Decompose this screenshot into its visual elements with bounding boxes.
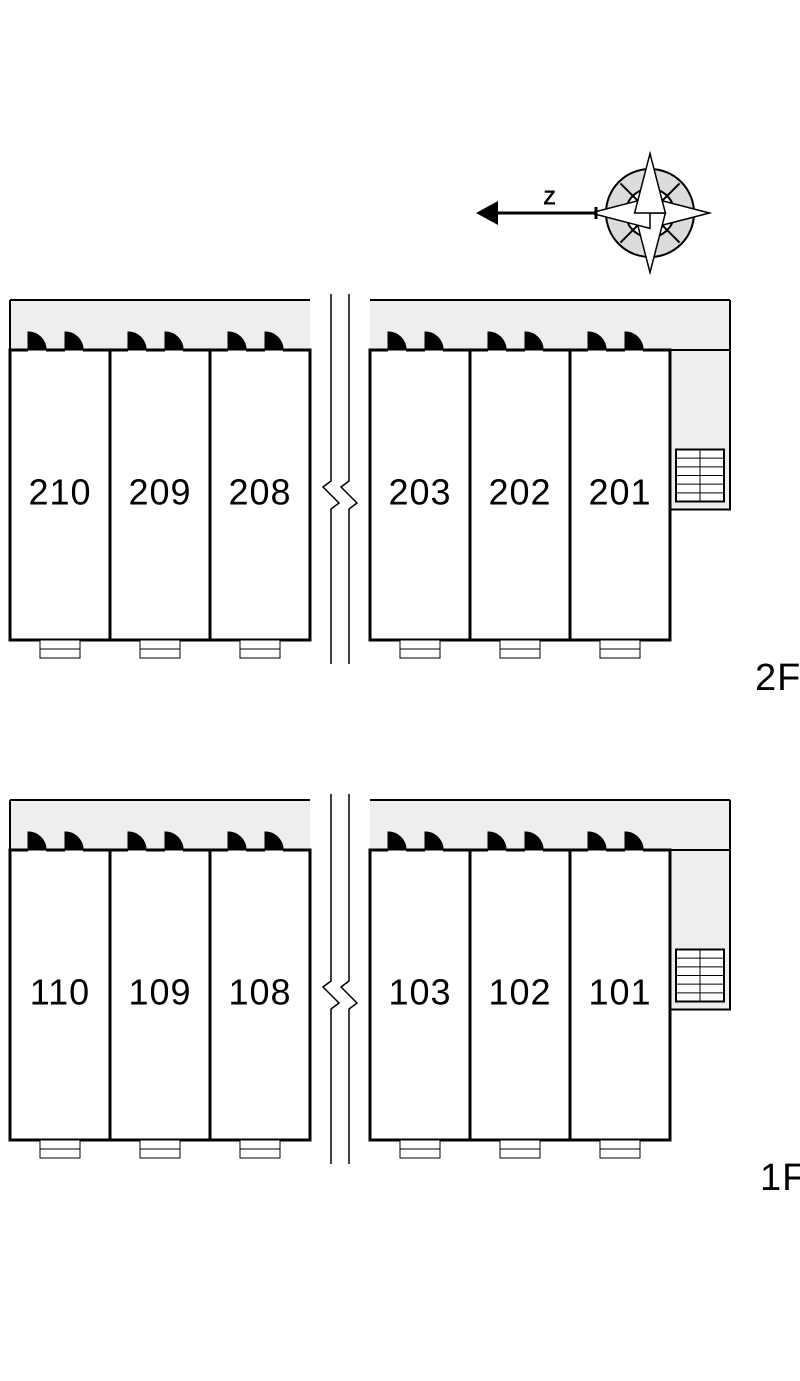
room-label-109: 109 xyxy=(128,972,191,1013)
room-label-202: 202 xyxy=(488,472,551,513)
room-label-203: 203 xyxy=(388,472,451,513)
room-label-103: 103 xyxy=(388,972,451,1013)
section-break xyxy=(341,294,357,664)
section-break xyxy=(323,294,339,664)
room-label-208: 208 xyxy=(228,472,291,513)
section-break xyxy=(323,794,339,1164)
room-label-201: 201 xyxy=(588,472,651,513)
room-label-210: 210 xyxy=(28,472,91,513)
compass: Z xyxy=(476,154,709,273)
room-label-102: 102 xyxy=(488,972,551,1013)
room-label-108: 108 xyxy=(228,972,291,1013)
section-break xyxy=(341,794,357,1164)
compass-label: Z xyxy=(543,187,556,209)
floor-1F: 110 109 108 103 102 101 1F xyxy=(10,794,800,1199)
floor-2F: 210 209 208 203 202 201 2F xyxy=(10,294,800,699)
floor-label-1F: 1F xyxy=(760,1157,800,1199)
room-label-101: 101 xyxy=(588,972,651,1013)
floor-label-2F: 2F xyxy=(755,657,800,699)
room-label-110: 110 xyxy=(30,972,90,1013)
room-label-209: 209 xyxy=(128,472,191,513)
